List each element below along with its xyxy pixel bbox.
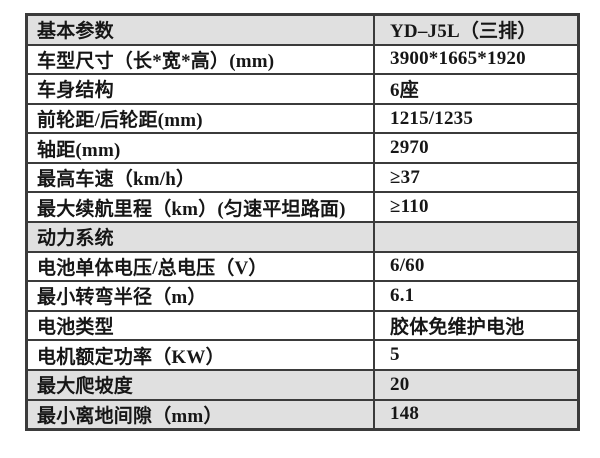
parameter-cell: 前轮距/后轮距(mm)	[28, 104, 375, 133]
parameter-cell: 电池类型	[28, 311, 375, 340]
parameter-cell: 基本参数	[28, 16, 375, 44]
parameter-cell: 轴距(mm)	[28, 134, 375, 162]
spec-table: 基本参数 YD–J5L（三排） 车型尺寸（长*宽*高）(mm) 3900*166…	[25, 13, 580, 431]
value-cell: 6座	[390, 80, 419, 102]
parameter-cell: 最小离地间隙（mm）	[28, 400, 375, 429]
table-row: 最小转弯半径（m） 6.1	[28, 280, 577, 310]
parameter-cell: 电机额定功率（KW）	[28, 341, 375, 369]
table-row: 车型尺寸（长*宽*高）(mm) 3900*1665*1920	[28, 43, 577, 74]
table-row: 最大爬坡度 20	[28, 368, 577, 399]
value-cell	[375, 223, 577, 251]
table-row: 基本参数 YD–J5L（三排）	[28, 16, 577, 44]
value-cell: 6/60	[390, 255, 425, 277]
table-row: 电池类型 胶体免维护电池	[28, 309, 577, 340]
table-row: 最小离地间隙（mm） 148	[28, 398, 577, 429]
parameter-cell: 最大续航里程（km）(匀速平坦路面)	[28, 193, 375, 222]
value-cell: 3900*1665*1920	[390, 48, 526, 70]
value-cell: 5	[390, 344, 400, 366]
parameter-cell: 最小转弯半径（m）	[28, 282, 375, 310]
table-row: 车身结构 6座	[28, 73, 577, 103]
parameter-cell: 电池单体电压/总电压（V）	[28, 252, 375, 281]
parameter-cell: 最高车速（km/h）	[28, 163, 375, 192]
table-row: 前轮距/后轮距(mm) 1215/1235	[28, 102, 577, 133]
table-row: 动力系统	[28, 221, 577, 251]
value-cell: YD–J5L（三排）	[390, 21, 537, 43]
table-row: 轴距(mm) 2970	[28, 132, 577, 162]
parameter-cell: 最大爬坡度	[28, 370, 375, 399]
value-cell: ≥110	[390, 196, 429, 218]
value-cell: ≥37	[390, 166, 421, 188]
table-row: 最高车速（km/h） ≥37	[28, 161, 577, 192]
table-row: 电机额定功率（KW） 5	[28, 339, 577, 369]
value-cell: 6.1	[390, 284, 415, 306]
value-cell: 1215/1235	[390, 107, 474, 129]
value-cell: 2970	[390, 137, 429, 159]
value-cell: 148	[390, 403, 420, 425]
table-row: 电池单体电压/总电压（V） 6/60	[28, 250, 577, 281]
parameter-cell: 车型尺寸（长*宽*高）(mm)	[28, 45, 375, 74]
table-row: 最大续航里程（km）(匀速平坦路面) ≥110	[28, 191, 577, 222]
value-cell: 20	[390, 373, 410, 395]
parameter-cell: 动力系统	[28, 223, 375, 251]
value-cell: 胶体免维护电池	[390, 317, 525, 339]
parameter-cell: 车身结构	[28, 75, 375, 103]
